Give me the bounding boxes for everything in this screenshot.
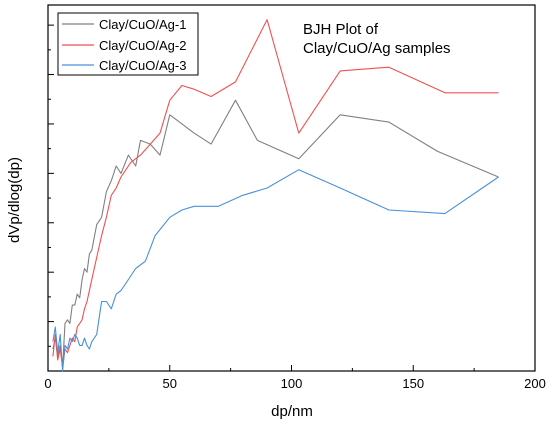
- annotation-line-1: BJH Plot of: [303, 21, 379, 38]
- y-axis-label: dVp/dlog(dp): [6, 157, 23, 243]
- annotation-line-2: Clay/CuO/Ag samples: [303, 40, 451, 57]
- x-axis-label: dp/nm: [271, 403, 313, 420]
- legend-label-series-1: Clay/CuO/Ag-1: [99, 17, 186, 32]
- x-tick-label: 100: [281, 376, 303, 391]
- x-tick-label: 200: [524, 376, 546, 391]
- axes: [47, 4, 536, 372]
- legend-label-series-2: Clay/CuO/Ag-2: [99, 38, 186, 53]
- series-line-3: [52, 169, 499, 372]
- x-tick-label: 150: [402, 376, 424, 391]
- legend-label-series-3: Clay/CuO/Ag-3: [99, 58, 186, 73]
- series-lines: [52, 19, 499, 372]
- x-tick-label: 50: [163, 376, 177, 391]
- series-line-1: [52, 99, 499, 368]
- legend: Clay/CuO/Ag-1 Clay/CuO/Ag-2 Clay/CuO/Ag-…: [57, 12, 199, 76]
- series-line-2: [52, 19, 499, 368]
- x-tick-label: 0: [44, 376, 51, 391]
- x-tick-labels: 0 50 100 150 200: [44, 376, 545, 391]
